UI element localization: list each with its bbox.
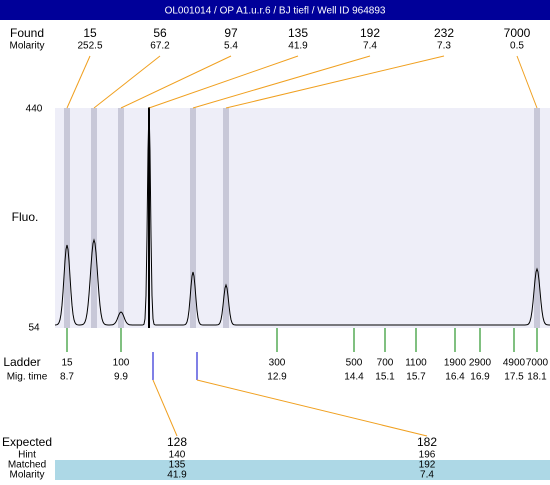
ladder-size: 2900 (469, 358, 492, 369)
hint-size: 140 (169, 450, 186, 461)
found-molarity: 67.2 (150, 41, 170, 52)
peak-band (91, 108, 97, 328)
matched-label: Matched (8, 460, 46, 471)
ladder-size: 15 (61, 358, 73, 369)
peak-band (223, 108, 229, 328)
peak-connector (225, 55, 445, 109)
matched-band (55, 460, 550, 480)
peak-band (534, 108, 540, 328)
ladder-size: 1100 (405, 358, 427, 369)
found-size: 7000 (504, 26, 531, 40)
peak-band (118, 108, 124, 328)
ladder-time: 12.9 (267, 372, 287, 383)
y-axis-label: Fluo. (12, 210, 39, 224)
peak-connector (93, 55, 161, 109)
hint-label: Hint (18, 450, 36, 461)
found-size: 135 (288, 26, 308, 40)
ladder-size: 500 (346, 358, 363, 369)
matched-molarity: 41.9 (167, 470, 187, 480)
found-size: 56 (153, 26, 167, 40)
expected-label: Expected (2, 435, 52, 449)
peak-connector (516, 55, 538, 109)
ladder-size: 300 (269, 358, 286, 369)
ladder-size: 1900 (444, 358, 467, 369)
ladder-size: 4900 (503, 358, 526, 369)
peak-band (190, 108, 196, 328)
found-size: 15 (83, 26, 97, 40)
found-label: Found (10, 26, 44, 40)
matched-size: 192 (419, 460, 436, 471)
matched-size: 135 (169, 460, 186, 471)
ladder-time: 9.9 (114, 372, 128, 383)
peak-marker (148, 108, 150, 328)
title: OL001014 / OP A1.u.r.6 / BJ tiefl / Well… (165, 6, 386, 17)
y-top-label: 440 (26, 104, 43, 115)
ladder-time: 8.7 (60, 372, 74, 383)
found-molarity: 7.4 (363, 41, 377, 52)
found-size: 232 (434, 26, 454, 40)
peak-connector (148, 55, 299, 109)
expected-connector (196, 379, 428, 437)
ladder-size: 100 (113, 358, 130, 369)
plot-area (55, 108, 550, 328)
mig-time-label: Mig. time (7, 372, 48, 383)
peak-connector (66, 55, 91, 109)
ladder-label: Ladder (3, 355, 40, 369)
molarity-label: Molarity (9, 41, 44, 52)
found-size: 97 (224, 26, 238, 40)
ladder-time: 18.1 (527, 372, 547, 383)
matched-molarity: 7.4 (420, 470, 434, 480)
molarity-row-label: Molarity (9, 470, 44, 480)
ladder-time: 16.9 (470, 372, 490, 383)
expected-size: 182 (417, 435, 437, 449)
found-molarity: 0.5 (510, 41, 524, 52)
expected-size: 128 (167, 435, 187, 449)
ladder-size: 700 (377, 358, 394, 369)
ladder-time: 15.1 (375, 372, 395, 383)
trace (54, 106, 550, 326)
hint-size: 196 (419, 450, 436, 461)
found-molarity: 252.5 (77, 41, 102, 52)
peak-connector (192, 55, 371, 109)
ladder-size: 7000 (526, 358, 549, 369)
ladder-time: 17.5 (504, 372, 524, 383)
found-molarity: 5.4 (224, 41, 238, 52)
expected-connector (152, 379, 178, 437)
y-bottom-label: 54 (28, 323, 40, 334)
ladder-time: 15.7 (406, 372, 426, 383)
peak-connector (120, 55, 232, 109)
peak-band (64, 108, 70, 328)
found-size: 192 (360, 26, 380, 40)
title-bar (0, 0, 550, 20)
found-molarity: 41.9 (288, 41, 308, 52)
ladder-time: 16.4 (445, 372, 465, 383)
found-molarity: 7.3 (437, 41, 451, 52)
ladder-time: 14.4 (344, 372, 364, 383)
